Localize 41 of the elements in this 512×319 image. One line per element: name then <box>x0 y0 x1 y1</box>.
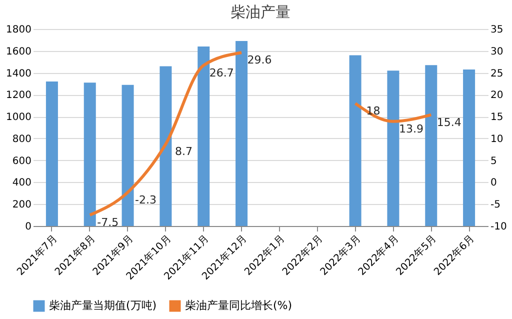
data-label: 18 <box>366 104 380 118</box>
y2-tick-label: 5 <box>490 156 497 167</box>
bar <box>198 46 210 226</box>
y-tick-label: 200 <box>12 200 32 211</box>
y2-tick-label: -10 <box>490 222 507 232</box>
y-tick-label: 800 <box>12 134 32 145</box>
data-label: -7.5 <box>97 216 119 230</box>
chart-title: 柴油产量 <box>230 3 290 21</box>
legend-label: 柴油产量当期值(万吨) <box>49 299 157 312</box>
bar <box>387 70 400 226</box>
data-label: 26.7 <box>209 66 234 80</box>
y2-tick-label: -5 <box>490 200 500 211</box>
y2-tick-label: 15 <box>490 112 504 124</box>
data-label: 15.4 <box>436 116 462 129</box>
bar <box>463 69 476 226</box>
bar <box>46 82 58 226</box>
bar <box>84 82 96 226</box>
y-tick-label: 1800 <box>6 24 32 36</box>
data-label: 8.7 <box>174 145 192 158</box>
bar <box>236 41 248 226</box>
y2-tick-label: 20 <box>490 90 504 102</box>
y2-tick-label: 30 <box>490 46 504 58</box>
data-label: 13.9 <box>398 122 424 136</box>
bar <box>349 55 362 226</box>
y-tick-label: 400 <box>12 178 32 189</box>
y2-tick-label: 0 <box>490 178 497 189</box>
bar <box>425 65 438 226</box>
y-tick-label: 1600 <box>6 46 32 58</box>
y-tick-label: 1400 <box>6 68 32 80</box>
y-tick-label: 1000 <box>6 112 32 124</box>
data-label: -2.3 <box>135 193 157 206</box>
bar <box>160 66 172 226</box>
y-tick-label: 1200 <box>6 90 32 102</box>
y-tick-label: 0 <box>25 222 32 232</box>
y2-tick-label: 25 <box>490 68 504 80</box>
y2-tick-label: 10 <box>490 134 504 145</box>
legend-label: 柴油产量同比增长(%) <box>185 299 292 312</box>
bar <box>122 84 134 226</box>
data-label: 29.6 <box>247 54 272 67</box>
y-tick-label: 600 <box>12 156 32 167</box>
y2-tick-label: 35 <box>490 24 504 36</box>
